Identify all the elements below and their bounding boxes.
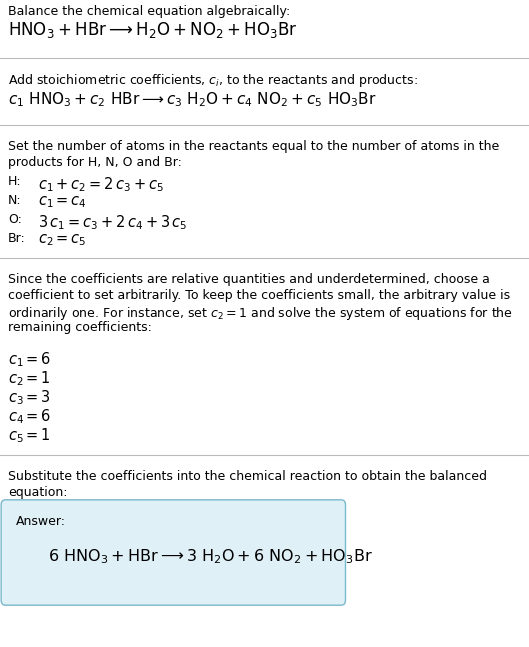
Text: $c_2 = 1$: $c_2 = 1$	[8, 369, 51, 388]
Text: $c_4 = 6$: $c_4 = 6$	[8, 407, 51, 426]
Text: Substitute the coefficients into the chemical reaction to obtain the balanced: Substitute the coefficients into the che…	[8, 470, 487, 483]
Text: N:: N:	[8, 194, 22, 207]
Text: $\mathrm{6\ HNO_3 + HBr \longrightarrow 3\ H_2O + 6\ NO_2 + HO_3Br}$: $\mathrm{6\ HNO_3 + HBr \longrightarrow …	[48, 547, 372, 565]
Text: equation:: equation:	[8, 486, 68, 499]
FancyBboxPatch shape	[1, 500, 345, 605]
Text: H:: H:	[8, 175, 22, 188]
Text: $3\,c_1 = c_3 + 2\,c_4 + 3\,c_5$: $3\,c_1 = c_3 + 2\,c_4 + 3\,c_5$	[38, 213, 188, 232]
Text: $c_1 + c_2 = 2\,c_3 + c_5$: $c_1 + c_2 = 2\,c_3 + c_5$	[38, 175, 164, 193]
Text: ordinarily one. For instance, set $c_2 = 1$ and solve the system of equations fo: ordinarily one. For instance, set $c_2 =…	[8, 305, 513, 322]
Text: remaining coefficients:: remaining coefficients:	[8, 321, 152, 334]
Text: Set the number of atoms in the reactants equal to the number of atoms in the: Set the number of atoms in the reactants…	[8, 140, 499, 153]
Text: Br:: Br:	[8, 232, 26, 245]
Text: coefficient to set arbitrarily. To keep the coefficients small, the arbitrary va: coefficient to set arbitrarily. To keep …	[8, 289, 510, 302]
Text: $c_2 = c_5$: $c_2 = c_5$	[38, 232, 87, 248]
Text: Answer:: Answer:	[16, 515, 66, 528]
Text: Balance the chemical equation algebraically:: Balance the chemical equation algebraica…	[8, 5, 290, 18]
Text: Since the coefficients are relative quantities and underdetermined, choose a: Since the coefficients are relative quan…	[8, 273, 490, 286]
Text: products for H, N, O and Br:: products for H, N, O and Br:	[8, 156, 182, 169]
Text: O:: O:	[8, 213, 22, 226]
Text: $c_1\ \mathrm{HNO_3} + c_2\ \mathrm{HBr} \longrightarrow c_3\ \mathrm{H_2O} + c_: $c_1\ \mathrm{HNO_3} + c_2\ \mathrm{HBr}…	[8, 90, 377, 109]
Text: $\mathrm{HNO_3 + HBr \longrightarrow H_2O + NO_2 + HO_3Br}$: $\mathrm{HNO_3 + HBr \longrightarrow H_2…	[8, 20, 297, 40]
Text: $c_1 = 6$: $c_1 = 6$	[8, 350, 51, 369]
Text: $c_3 = 3$: $c_3 = 3$	[8, 388, 51, 407]
Text: Add stoichiometric coefficients, $c_i$, to the reactants and products:: Add stoichiometric coefficients, $c_i$, …	[8, 72, 418, 89]
Text: $c_5 = 1$: $c_5 = 1$	[8, 426, 51, 444]
Text: $c_1 = c_4$: $c_1 = c_4$	[38, 194, 87, 210]
